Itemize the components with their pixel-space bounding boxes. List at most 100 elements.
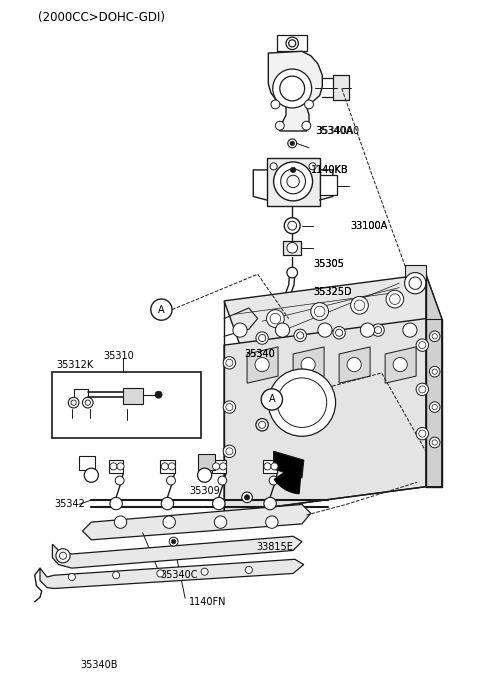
- Circle shape: [155, 391, 162, 399]
- Bar: [320, 175, 337, 195]
- Circle shape: [403, 323, 417, 337]
- Circle shape: [284, 217, 300, 234]
- Polygon shape: [426, 274, 442, 487]
- Circle shape: [84, 468, 98, 482]
- Bar: [79, 456, 95, 470]
- Circle shape: [287, 242, 298, 253]
- Circle shape: [110, 463, 117, 470]
- Text: 35305: 35305: [313, 259, 344, 269]
- Circle shape: [245, 567, 252, 573]
- Circle shape: [110, 497, 122, 510]
- Circle shape: [290, 167, 296, 173]
- Polygon shape: [40, 559, 304, 589]
- Text: 35325D: 35325D: [313, 287, 352, 297]
- Circle shape: [259, 421, 265, 428]
- Circle shape: [256, 332, 268, 344]
- Circle shape: [432, 333, 437, 339]
- Circle shape: [432, 405, 437, 410]
- Bar: [263, 460, 277, 473]
- Circle shape: [281, 169, 305, 194]
- Bar: [405, 265, 426, 283]
- Text: 35340A: 35340A: [316, 126, 353, 136]
- Circle shape: [201, 568, 208, 576]
- Circle shape: [374, 327, 382, 333]
- Circle shape: [430, 402, 440, 412]
- Circle shape: [318, 323, 332, 337]
- Text: 1140KB: 1140KB: [311, 165, 348, 175]
- Circle shape: [288, 222, 297, 230]
- Circle shape: [151, 299, 172, 320]
- Text: 35340: 35340: [244, 349, 275, 359]
- Circle shape: [244, 495, 250, 500]
- Text: 33815E: 33815E: [256, 542, 293, 552]
- Text: A: A: [158, 305, 165, 315]
- Circle shape: [288, 40, 296, 47]
- Circle shape: [68, 397, 79, 408]
- Text: 35309: 35309: [190, 486, 220, 496]
- Circle shape: [309, 163, 316, 170]
- Circle shape: [157, 570, 164, 577]
- Circle shape: [419, 430, 426, 437]
- Circle shape: [336, 329, 343, 336]
- Circle shape: [115, 476, 124, 485]
- Circle shape: [264, 463, 271, 470]
- Circle shape: [430, 366, 440, 377]
- Bar: [52, 372, 201, 438]
- Circle shape: [117, 463, 124, 470]
- Text: 35340B: 35340B: [81, 661, 118, 670]
- Text: 33100A: 33100A: [350, 221, 388, 230]
- Circle shape: [430, 437, 440, 448]
- Text: 35310: 35310: [103, 351, 133, 361]
- Circle shape: [432, 369, 437, 375]
- Text: 1140KB: 1140KB: [311, 165, 348, 175]
- Circle shape: [213, 497, 225, 510]
- Bar: [333, 75, 349, 100]
- Circle shape: [223, 357, 236, 369]
- Text: 1140FN: 1140FN: [189, 597, 226, 607]
- Circle shape: [416, 383, 429, 396]
- Polygon shape: [52, 536, 302, 568]
- Bar: [266, 158, 320, 206]
- Bar: [283, 241, 301, 255]
- Circle shape: [419, 386, 426, 393]
- Circle shape: [347, 357, 361, 372]
- Text: 35312K: 35312K: [56, 359, 93, 370]
- Circle shape: [168, 463, 175, 470]
- Circle shape: [114, 516, 127, 528]
- Circle shape: [213, 463, 220, 470]
- Circle shape: [273, 69, 312, 108]
- Circle shape: [305, 100, 313, 109]
- Circle shape: [274, 162, 312, 201]
- Polygon shape: [274, 451, 304, 478]
- Circle shape: [294, 329, 306, 342]
- Circle shape: [113, 571, 120, 579]
- Circle shape: [297, 332, 304, 339]
- Text: 35340: 35340: [244, 349, 275, 359]
- Circle shape: [386, 290, 404, 308]
- Circle shape: [276, 121, 284, 130]
- Circle shape: [266, 310, 284, 327]
- Circle shape: [288, 139, 297, 147]
- Circle shape: [242, 492, 252, 503]
- Polygon shape: [268, 51, 322, 131]
- Circle shape: [171, 539, 176, 544]
- Circle shape: [163, 516, 175, 528]
- Polygon shape: [83, 504, 311, 540]
- Bar: [109, 460, 123, 473]
- Circle shape: [167, 476, 175, 485]
- Circle shape: [223, 445, 236, 458]
- Polygon shape: [293, 347, 324, 383]
- Circle shape: [276, 323, 289, 337]
- Circle shape: [354, 300, 365, 311]
- Circle shape: [56, 549, 70, 563]
- Circle shape: [416, 339, 429, 351]
- Circle shape: [218, 476, 227, 485]
- Circle shape: [85, 400, 90, 405]
- Circle shape: [261, 389, 282, 410]
- Circle shape: [419, 342, 426, 348]
- Circle shape: [287, 175, 300, 187]
- Circle shape: [409, 277, 421, 289]
- Circle shape: [290, 141, 294, 145]
- Circle shape: [220, 463, 227, 470]
- Circle shape: [226, 448, 233, 455]
